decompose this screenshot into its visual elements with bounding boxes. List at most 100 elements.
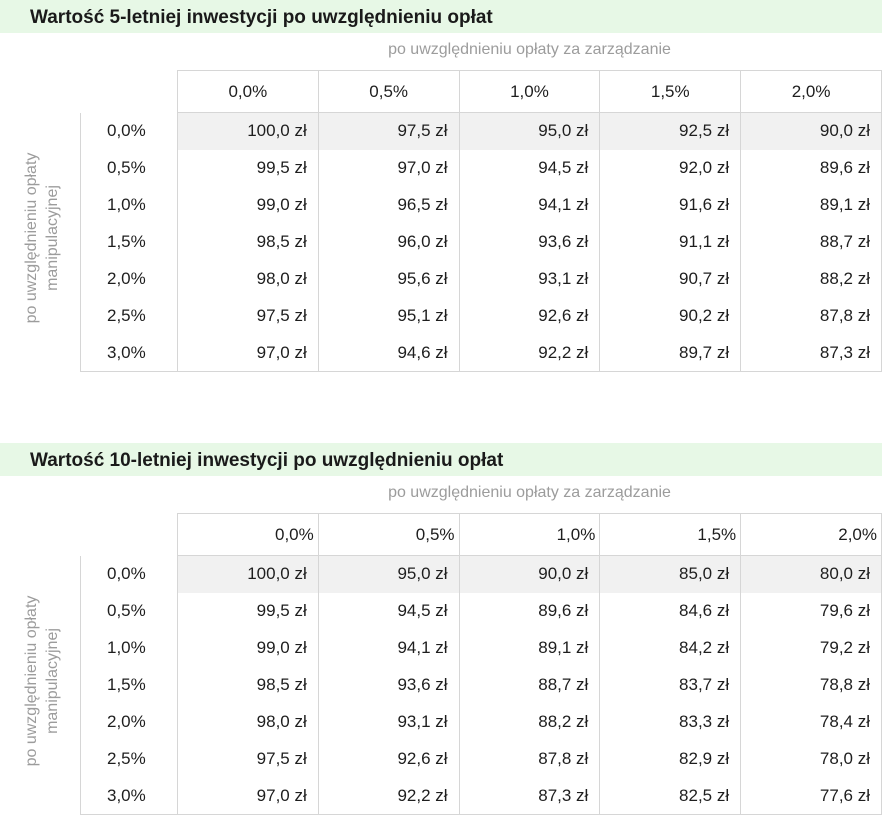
table-row: 1,5% 98,5 zł 93,6 zł 88,7 zł 83,7 zł 78,8 zł bbox=[80, 666, 882, 704]
value-cell: 92,6 zł bbox=[458, 297, 600, 335]
value-cell: 99,0 zł bbox=[176, 186, 319, 224]
table-row: 2,5% 97,5 zł 92,6 zł 87,8 zł 82,9 zł 78,0 zł bbox=[80, 740, 882, 778]
value-cell: 90,0 zł bbox=[740, 112, 882, 150]
row-header: 3,0% bbox=[80, 334, 178, 372]
value-cell: 89,1 zł bbox=[458, 629, 600, 667]
row-axis-caption-line1: po uwzględnieniu opłaty bbox=[23, 595, 40, 767]
value-cell: 96,5 zł bbox=[317, 186, 460, 224]
value-cell: 92,5 zł bbox=[599, 112, 741, 150]
value-cell: 89,6 zł bbox=[740, 149, 882, 187]
row-header: 0,0% bbox=[80, 112, 178, 150]
value-cell: 83,7 zł bbox=[599, 666, 741, 704]
value-cell: 93,1 zł bbox=[317, 703, 460, 741]
column-header: 2,0% bbox=[740, 513, 882, 556]
row-header: 1,5% bbox=[80, 223, 178, 261]
column-header: 1,5% bbox=[599, 513, 742, 556]
value-cell: 84,2 zł bbox=[599, 629, 741, 667]
table-row: 2,5% 97,5 zł 95,1 zł 92,6 zł 90,2 zł 87,8 zł bbox=[80, 297, 882, 335]
value-cell: 79,2 zł bbox=[740, 629, 882, 667]
fee-value-table: 0,0% 0,5% 1,0% 1,5% 2,0% 0,0% 100,0 zł 97,5 zł 9… bbox=[80, 70, 882, 372]
value-cell: 99,5 zł bbox=[176, 149, 319, 187]
table-row: 3,0% 97,0 zł 94,6 zł 92,2 zł 89,7 zł 87,3 zł bbox=[80, 334, 882, 372]
column-header: 2,0% bbox=[740, 70, 882, 113]
value-cell: 97,0 zł bbox=[176, 334, 319, 372]
value-cell: 93,6 zł bbox=[458, 223, 600, 261]
value-cell: 98,0 zł bbox=[176, 260, 319, 298]
value-cell: 87,3 zł bbox=[740, 334, 882, 372]
column-header: 0,5% bbox=[317, 70, 460, 113]
column-axis-caption: po uwzględnieniu opłaty za zarządzanie bbox=[388, 484, 671, 501]
value-cell: 98,0 zł bbox=[176, 703, 319, 741]
value-cell: 82,9 zł bbox=[599, 740, 741, 778]
table-row: 3,0% 97,0 zł 92,2 zł 87,3 zł 82,5 zł 77,6 zł bbox=[80, 777, 882, 815]
row-header: 2,0% bbox=[80, 260, 178, 298]
header-corner bbox=[81, 71, 178, 113]
value-cell: 89,7 zł bbox=[599, 334, 741, 372]
row-axis-caption: po uwzględnieniu opłaty manipulacyjnej bbox=[22, 108, 62, 368]
value-cell: 92,2 zł bbox=[317, 777, 460, 815]
row-header: 1,5% bbox=[80, 666, 178, 704]
row-axis-caption-line2: manipulacyjnej bbox=[44, 185, 61, 291]
value-cell: 94,1 zł bbox=[317, 629, 460, 667]
value-cell: 98,5 zł bbox=[176, 223, 319, 261]
row-header: 2,5% bbox=[80, 740, 178, 778]
value-cell: 78,8 zł bbox=[740, 666, 882, 704]
section-title: Wartość 5-letniej inwestycji po uwzględn… bbox=[0, 0, 882, 33]
value-cell: 84,6 zł bbox=[599, 592, 741, 630]
row-header: 0,5% bbox=[80, 149, 178, 187]
value-cell: 97,5 zł bbox=[317, 112, 460, 150]
row-header: 2,0% bbox=[80, 703, 178, 741]
row-header: 3,0% bbox=[80, 777, 178, 815]
row-header: 0,5% bbox=[80, 592, 178, 630]
value-cell: 90,7 zł bbox=[599, 260, 741, 298]
value-cell: 90,2 zł bbox=[599, 297, 741, 335]
section-title: Wartość 10-letniej inwestycji po uwzględ… bbox=[0, 443, 882, 476]
table-row: 1,0% 99,0 zł 94,1 zł 89,1 zł 84,2 zł 79,2 zł bbox=[80, 629, 882, 667]
value-cell: 87,3 zł bbox=[458, 777, 600, 815]
row-header: 1,0% bbox=[80, 629, 178, 667]
value-cell: 100,0 zł bbox=[176, 112, 319, 150]
table-section-10y: Wartość 10-letniej inwestycji po uwzględ… bbox=[0, 443, 882, 815]
value-cell: 95,0 zł bbox=[458, 112, 600, 150]
value-cell: 97,0 zł bbox=[317, 149, 460, 187]
row-axis-caption-line1: po uwzględnieniu opłaty bbox=[23, 152, 40, 324]
row-header: 0,0% bbox=[80, 555, 178, 593]
value-cell: 98,5 zł bbox=[176, 666, 319, 704]
value-cell: 88,7 zł bbox=[458, 666, 600, 704]
column-header: 1,0% bbox=[458, 513, 601, 556]
table-section-5y: Wartość 5-letniej inwestycji po uwzględn… bbox=[0, 0, 882, 380]
value-cell: 95,6 zł bbox=[317, 260, 460, 298]
header-row: 0,0% 0,5% 1,0% 1,5% 2,0% bbox=[81, 513, 882, 556]
value-cell: 96,0 zł bbox=[317, 223, 460, 261]
value-cell: 91,1 zł bbox=[599, 223, 741, 261]
row-axis-caption: po uwzględnieniu opłaty manipulacyjnej bbox=[22, 551, 62, 811]
value-cell: 89,1 zł bbox=[740, 186, 882, 224]
value-cell: 94,5 zł bbox=[317, 592, 460, 630]
value-cell: 89,6 zł bbox=[458, 592, 600, 630]
value-cell: 95,1 zł bbox=[317, 297, 460, 335]
column-header: 0,5% bbox=[317, 513, 460, 556]
value-cell: 95,0 zł bbox=[317, 555, 460, 593]
value-cell: 88,2 zł bbox=[740, 260, 882, 298]
value-cell: 92,6 zł bbox=[317, 740, 460, 778]
table-row: 1,0% 99,0 zł 96,5 zł 94,1 zł 91,6 zł 89,1 zł bbox=[80, 186, 882, 224]
header-corner bbox=[81, 514, 178, 556]
fee-value-table: 0,0% 0,5% 1,0% 1,5% 2,0% 0,0% 100,0 zł 95,0 zł 9… bbox=[80, 513, 882, 815]
value-cell: 77,6 zł bbox=[740, 777, 882, 815]
value-cell: 94,6 zł bbox=[317, 334, 460, 372]
header-row: 0,0% 0,5% 1,0% 1,5% 2,0% bbox=[81, 70, 882, 113]
value-cell: 88,7 zł bbox=[740, 223, 882, 261]
value-cell: 82,5 zł bbox=[599, 777, 741, 815]
value-cell: 85,0 zł bbox=[599, 555, 741, 593]
column-axis-caption: po uwzględnieniu opłaty za zarządzanie bbox=[388, 41, 671, 58]
table-row: 0,5% 99,5 zł 97,0 zł 94,5 zł 92,0 zł 89,6 zł bbox=[80, 149, 882, 187]
value-cell: 93,1 zł bbox=[458, 260, 600, 298]
table-row: 2,0% 98,0 zł 95,6 zł 93,1 zł 90,7 zł 88,2 zł bbox=[80, 260, 882, 298]
value-cell: 100,0 zł bbox=[176, 555, 319, 593]
value-cell: 93,6 zł bbox=[317, 666, 460, 704]
value-cell: 99,5 zł bbox=[176, 592, 319, 630]
column-header: 1,5% bbox=[599, 70, 742, 113]
row-axis-caption-line2: manipulacyjnej bbox=[44, 628, 61, 734]
table-row: 0,5% 99,5 zł 94,5 zł 89,6 zł 84,6 zł 79,6 zł bbox=[80, 592, 882, 630]
value-cell: 91,6 zł bbox=[599, 186, 741, 224]
